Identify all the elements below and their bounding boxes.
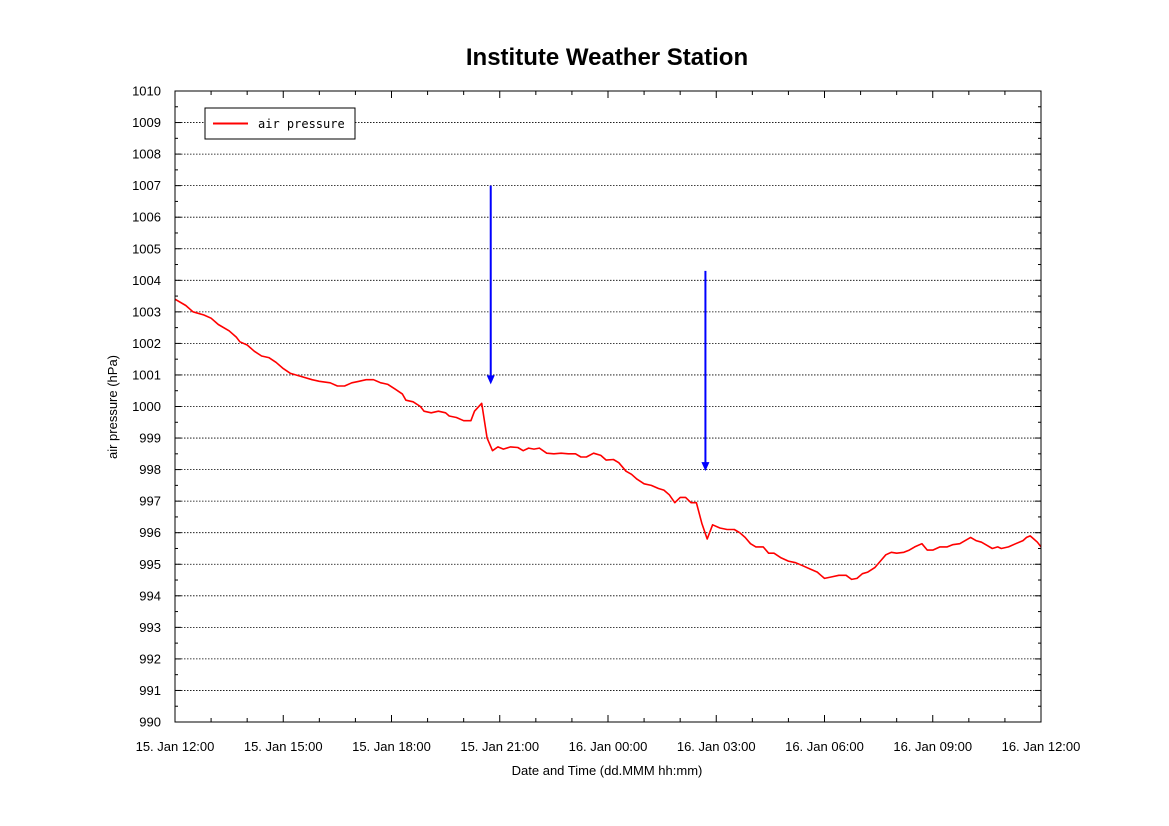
y-tick-label: 1006 — [132, 210, 161, 225]
y-tick-label: 1002 — [132, 336, 161, 351]
x-tick-label: 15. Jan 12:00 — [136, 739, 215, 754]
annotation-arrow-head — [486, 375, 495, 385]
x-tick-label: 16. Jan 06:00 — [785, 739, 864, 754]
grid-lines — [175, 122, 1041, 691]
annotation-arrow-head — [701, 462, 710, 472]
x-tick-label: 15. Jan 15:00 — [244, 739, 323, 754]
y-tick-label: 999 — [139, 431, 161, 446]
x-tick-label: 16. Jan 03:00 — [677, 739, 756, 754]
y-tick-label: 1005 — [132, 241, 161, 256]
y-tick-label: 998 — [139, 462, 161, 477]
x-tick-label: 15. Jan 21:00 — [460, 739, 539, 754]
x-tick-label: 16. Jan 09:00 — [893, 739, 972, 754]
x-axis-label: Date and Time (dd.MMM hh:mm) — [512, 763, 703, 778]
y-ticks: 990 991 992 993 994 995 996 997 998 999 1000 1001 10… — [132, 84, 1041, 730]
y-tick-label: 997 — [139, 494, 161, 509]
y-tick-label: 1004 — [132, 273, 161, 288]
y-tick-label: 992 — [139, 651, 161, 666]
y-tick-label: 1008 — [132, 147, 161, 162]
series-layer — [174, 298, 1042, 581]
y-tick-label: 991 — [139, 683, 161, 698]
annotation-arrows — [486, 185, 710, 472]
legend-label-air-pressure: air pressure — [258, 117, 345, 131]
y-tick-label: 1010 — [132, 84, 161, 99]
x-tick-label: 16. Jan 00:00 — [569, 739, 648, 754]
y-tick-label: 1003 — [132, 304, 161, 319]
x-tick-label: 15. Jan 18:00 — [352, 739, 431, 754]
x-ticks: 15. Jan 12:00 15. Jan 15:00 15. Jan 18:00 1… — [136, 91, 1081, 754]
y-tick-label: 996 — [139, 525, 161, 540]
y-tick-label: 1007 — [132, 178, 161, 193]
y-tick-label: 993 — [139, 620, 161, 635]
y-axis-label: air pressure (hPa) — [105, 355, 120, 459]
y-tick-label: 995 — [139, 557, 161, 572]
y-tick-label: 990 — [139, 715, 161, 730]
chart-title: Institute Weather Station — [466, 44, 748, 71]
legend: air pressure — [204, 107, 356, 140]
y-tick-label: 1000 — [132, 399, 161, 414]
y-tick-label: 994 — [139, 588, 161, 603]
y-tick-label: 1001 — [132, 367, 161, 382]
x-tick-label: 16. Jan 12:00 — [1002, 739, 1081, 754]
series-line-air-pressure — [174, 298, 1042, 581]
y-tick-label: 1009 — [132, 115, 161, 130]
